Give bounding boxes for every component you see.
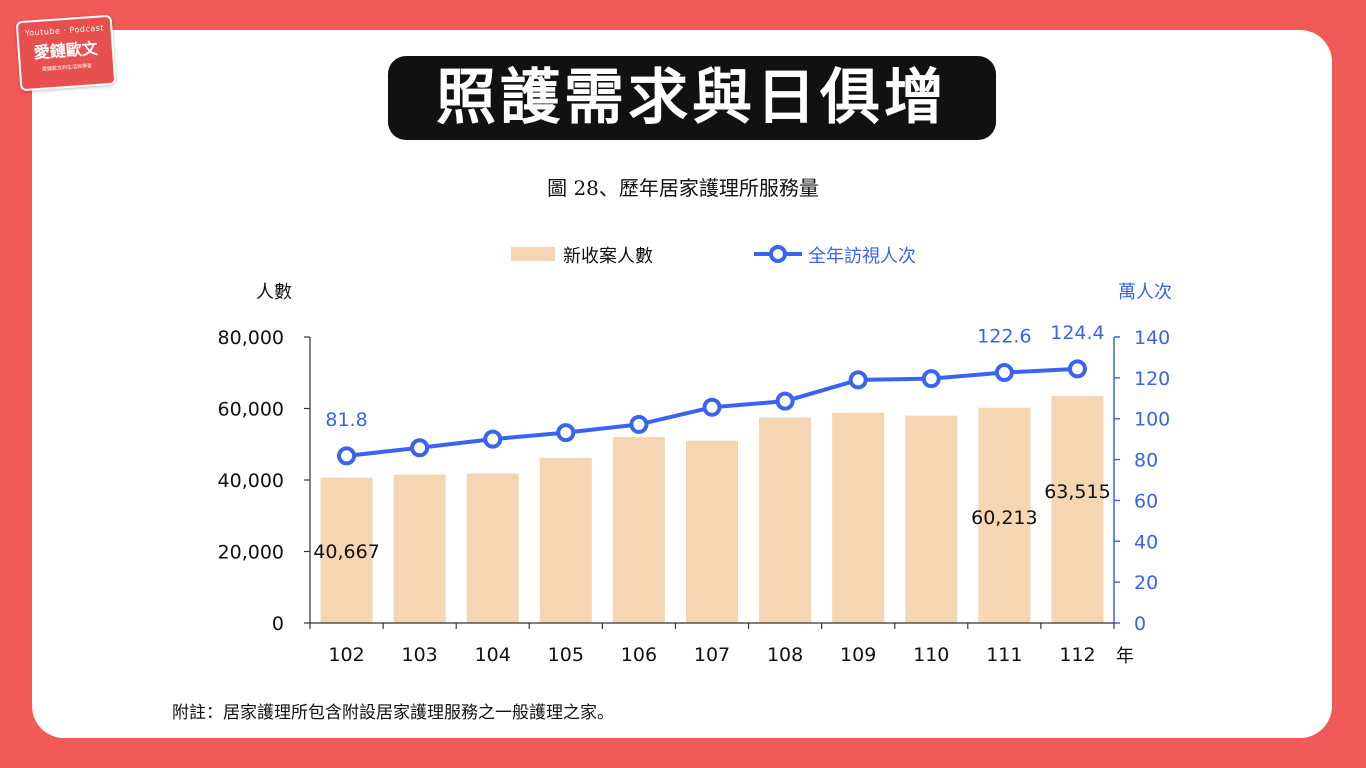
line-point-103 bbox=[410, 438, 430, 458]
bar-105 bbox=[539, 457, 592, 623]
y-left-tick-label: 20,000 bbox=[218, 542, 284, 564]
line-point-112 bbox=[1067, 359, 1087, 379]
chart-title: 圖 28、歷年居家護理所服務量 bbox=[547, 176, 819, 200]
y-right-tick-label: 40 bbox=[1134, 531, 1158, 553]
x-tick-label: 109 bbox=[840, 644, 876, 666]
line-point-110 bbox=[921, 369, 941, 389]
bar-103 bbox=[393, 474, 446, 623]
y-right-axis-label: 萬人次 bbox=[1118, 282, 1172, 303]
y-left-axis-label: 人數 bbox=[256, 282, 292, 303]
x-tick-label: 108 bbox=[767, 644, 803, 666]
y-right-tick-label: 120 bbox=[1134, 368, 1170, 390]
bar-102 bbox=[320, 477, 373, 623]
line-value-label: 124.4 bbox=[1050, 322, 1104, 344]
legend-bar-label: 新收案人數 bbox=[563, 246, 653, 267]
y-left-tick-label: 80,000 bbox=[218, 327, 284, 349]
line-point-106 bbox=[629, 414, 649, 434]
legend-line-swatch bbox=[754, 245, 802, 263]
line-point-105 bbox=[556, 423, 576, 443]
x-tick-label: 110 bbox=[913, 644, 949, 666]
x-tick-label: 104 bbox=[475, 644, 511, 666]
content-card bbox=[32, 30, 1332, 738]
line-point-109 bbox=[848, 370, 868, 390]
line-value-label: 81.8 bbox=[325, 409, 367, 431]
x-tick-label: 107 bbox=[694, 644, 730, 666]
x-tick-label: 112 bbox=[1059, 644, 1095, 666]
y-right-tick-label: 60 bbox=[1134, 490, 1158, 512]
bar-104 bbox=[466, 473, 519, 623]
y-right-tick-label: 80 bbox=[1134, 450, 1158, 472]
y-left-tick-label: 40,000 bbox=[218, 470, 284, 492]
bar-111 bbox=[978, 407, 1031, 623]
bar-value-label: 63,515 bbox=[1044, 481, 1110, 503]
line-point-102 bbox=[337, 446, 357, 466]
y-right-tick-label: 140 bbox=[1134, 327, 1170, 349]
footnote: 附註：居家護理所包含附設居家護理服務之一般護理之家。 bbox=[172, 703, 614, 723]
y-right-tick-label: 20 bbox=[1134, 572, 1158, 594]
bar-110 bbox=[905, 415, 958, 623]
legend-bar-swatch bbox=[511, 247, 555, 261]
x-tick-label: 106 bbox=[621, 644, 657, 666]
bar-value-label: 60,213 bbox=[971, 507, 1037, 529]
y-left-tick-label: 0 bbox=[272, 613, 284, 635]
x-tick-label: 105 bbox=[548, 644, 584, 666]
bar-109 bbox=[832, 412, 885, 623]
y-left-tick-label: 60,000 bbox=[218, 399, 284, 421]
line-point-108 bbox=[775, 391, 795, 411]
headline-banner: 照護需求與日俱增 bbox=[388, 56, 996, 140]
bar-108 bbox=[759, 417, 812, 623]
line-point-104 bbox=[483, 429, 503, 449]
y-right-tick-label: 100 bbox=[1134, 409, 1170, 431]
x-tick-label: 111 bbox=[986, 644, 1022, 666]
x-tick-label: 103 bbox=[402, 644, 438, 666]
line-point-107 bbox=[702, 397, 722, 417]
x-tick-label: 102 bbox=[328, 644, 364, 666]
bar-106 bbox=[612, 437, 665, 623]
y-right-tick-label: 0 bbox=[1134, 613, 1146, 635]
bar-112 bbox=[1051, 395, 1104, 623]
line-value-label: 122.6 bbox=[977, 326, 1031, 348]
bar-value-label: 40,667 bbox=[313, 541, 379, 563]
x-axis-unit: 年 bbox=[1116, 646, 1134, 667]
line-point-111 bbox=[994, 363, 1014, 383]
bar-107 bbox=[686, 440, 738, 623]
legend-line-label: 全年訪視人次 bbox=[808, 246, 916, 267]
